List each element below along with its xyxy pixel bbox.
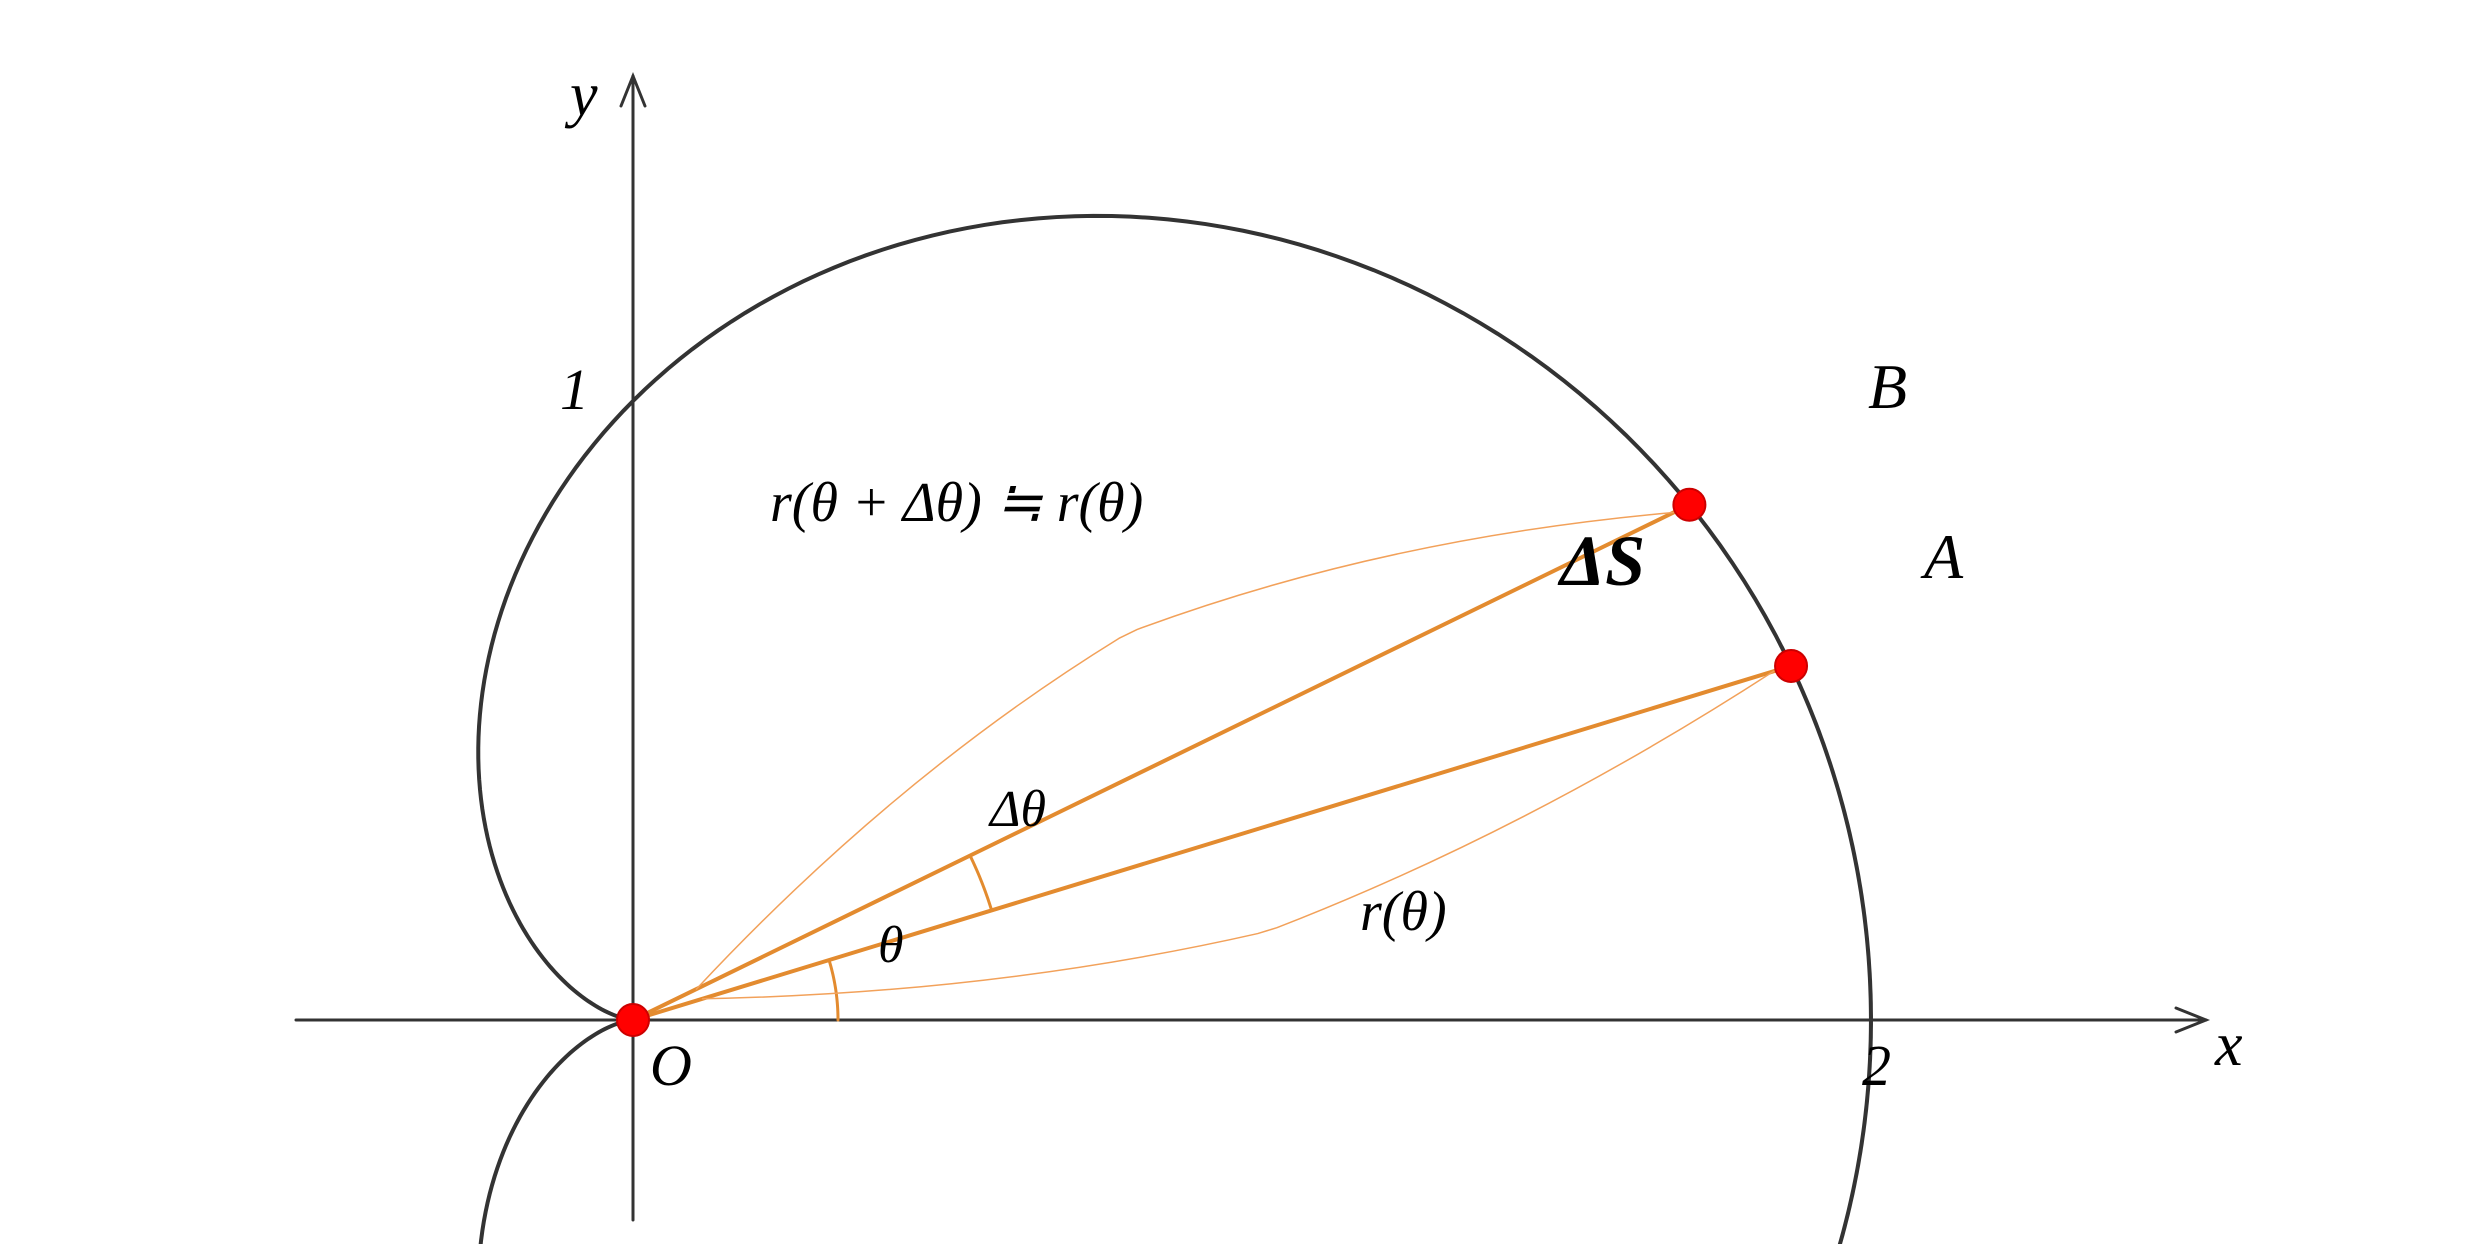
arc-delta-theta <box>970 856 992 911</box>
label-A: A <box>1924 520 1963 594</box>
label-theta: θ <box>878 916 904 975</box>
label-delta_S: ΔS <box>1560 520 1645 603</box>
diagram-stage: y x O 1 2 A Bθ Δθ r(θ) ΔS r(θ + Δθ) ≒ r(θ) <box>0 0 2482 1244</box>
label-r_theta: r(θ) <box>1360 880 1447 944</box>
point-O <box>617 1004 649 1036</box>
label-tick_1: 1 <box>560 356 589 423</box>
ray-OB <box>633 505 1689 1020</box>
ray-OA <box>633 666 1791 1020</box>
label-delta_theta: Δθ <box>990 780 1046 839</box>
label-origin: O <box>650 1032 692 1099</box>
diagram-svg <box>0 0 2482 1244</box>
point-A <box>1775 650 1807 682</box>
label-tick_2: 2 <box>1862 1032 1891 1099</box>
arc-theta <box>829 961 838 1020</box>
label-r_approx: r(θ + Δθ) ≒ r(θ) <box>770 470 1143 535</box>
label-B: B <box>1868 350 1907 424</box>
label-y_axis: y <box>570 60 598 131</box>
label-x_axis: x <box>2215 1010 2243 1081</box>
point-B <box>1673 489 1705 521</box>
